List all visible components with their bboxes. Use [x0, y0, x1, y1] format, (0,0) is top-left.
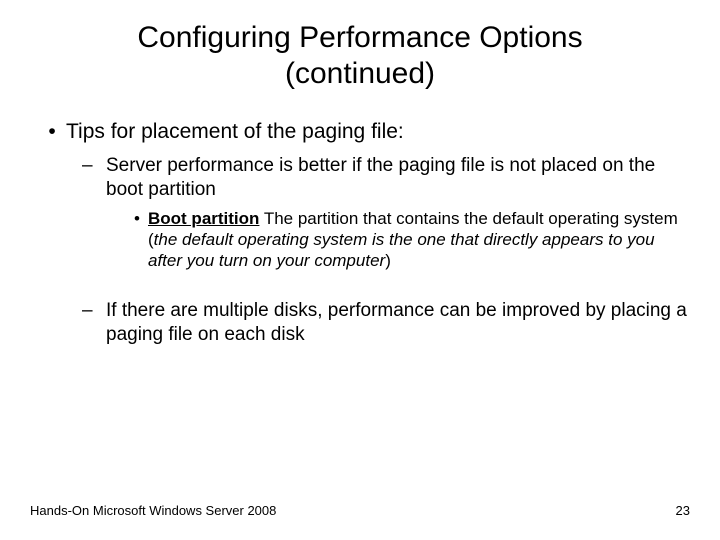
l3-close: ) — [385, 251, 391, 270]
bullet-level-3: • Boot partition The partition that cont… — [126, 208, 690, 272]
spacer — [38, 277, 690, 299]
l1-text: Tips for placement of the paging file: — [66, 120, 404, 144]
footer-source: Hands-On Microsoft Windows Server 2008 — [30, 503, 276, 518]
slide: Configuring Performance Options (continu… — [0, 0, 720, 540]
slide-content: • Tips for placement of the paging file:… — [30, 120, 690, 347]
bullet-dot-icon: • — [38, 120, 66, 144]
bullet-level-2: – Server performance is better if the pa… — [82, 154, 690, 202]
title-line-2: (continued) — [285, 57, 435, 90]
l3-text: Boot partition The partition that contai… — [148, 208, 690, 272]
l2a-text: Server performance is better if the pagi… — [106, 154, 690, 202]
bullet-dash-icon: – — [82, 154, 106, 202]
page-number: 23 — [676, 503, 690, 518]
bullet-level-1: • Tips for placement of the paging file: — [38, 120, 690, 144]
bullet-dash-icon: – — [82, 299, 106, 347]
bullet-dot-icon: • — [126, 208, 148, 272]
slide-footer: Hands-On Microsoft Windows Server 2008 2… — [30, 503, 690, 518]
l3-italic: the default operating system is the one … — [148, 230, 655, 270]
slide-title: Configuring Performance Options (continu… — [30, 20, 690, 92]
boot-partition-term: Boot partition — [148, 209, 259, 228]
l2b-text: If there are multiple disks, performance… — [106, 299, 690, 347]
bullet-level-2: – If there are multiple disks, performan… — [82, 299, 690, 347]
title-line-1: Configuring Performance Options — [137, 21, 582, 54]
